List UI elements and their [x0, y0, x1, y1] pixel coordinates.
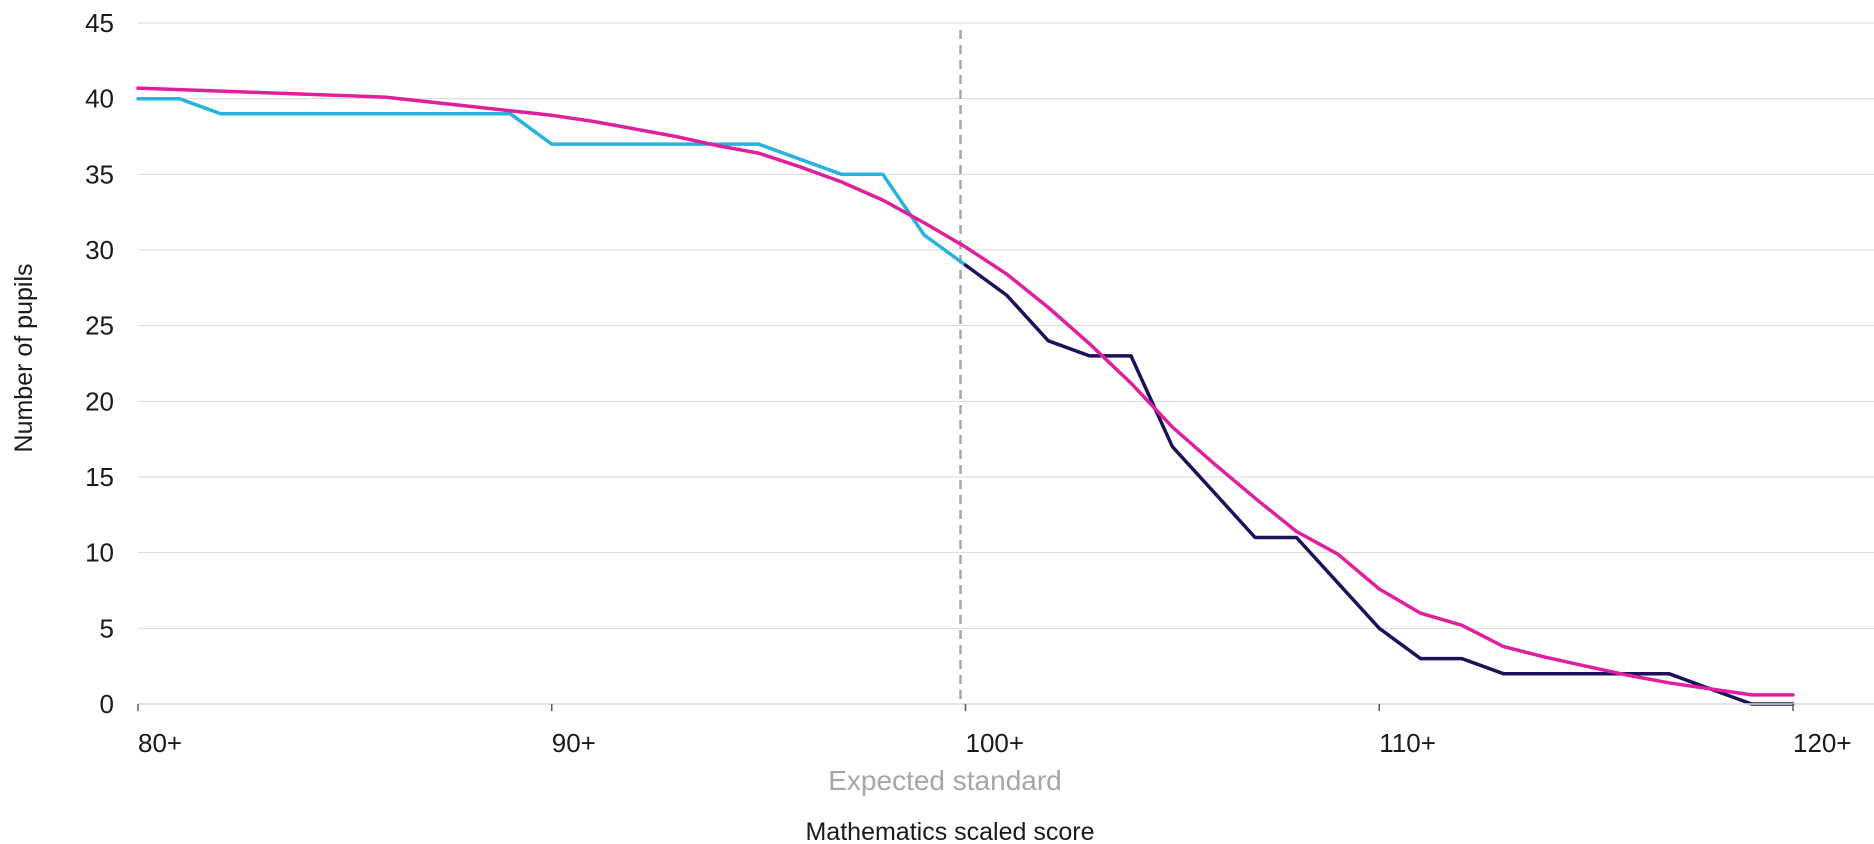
series-line-3 [136, 86, 1795, 697]
x-axis-title: Mathematics scaled score [805, 818, 1094, 844]
y-tick-label: 35 [85, 159, 114, 189]
x-tick-label: 100+ [966, 728, 1025, 758]
expected-standard-label: Expected standard [828, 765, 1062, 796]
y-tick-label: 20 [85, 386, 114, 416]
axes: 0 5 10 15 20 25 30 35 40 45 80+ 90+ 100+ 110+ 120+ [85, 8, 1874, 758]
x-tick-label: 80+ [138, 728, 182, 758]
y-tick-label: 5 [100, 613, 114, 643]
y-tick-label: 25 [85, 311, 114, 341]
y-tick-label: 45 [85, 8, 114, 38]
y-tick-label: 30 [85, 235, 114, 265]
series-line-1 [136, 96, 968, 267]
series-group [136, 86, 1795, 706]
series-line-2 [963, 263, 1795, 706]
y-tick-label: 10 [85, 538, 114, 568]
reference-line-group: Expected standard [828, 30, 1062, 796]
y-tick-label: 0 [100, 689, 114, 719]
x-tick-label: 90+ [552, 728, 596, 758]
y-tick-label: 15 [85, 462, 114, 492]
x-tick-label: 110+ [1379, 728, 1436, 758]
y-tick-label: 40 [85, 84, 114, 114]
gridlines [138, 22, 1874, 629]
x-tick-label: 120+ [1793, 728, 1852, 758]
y-axis-title: Number of pupils [10, 264, 38, 453]
